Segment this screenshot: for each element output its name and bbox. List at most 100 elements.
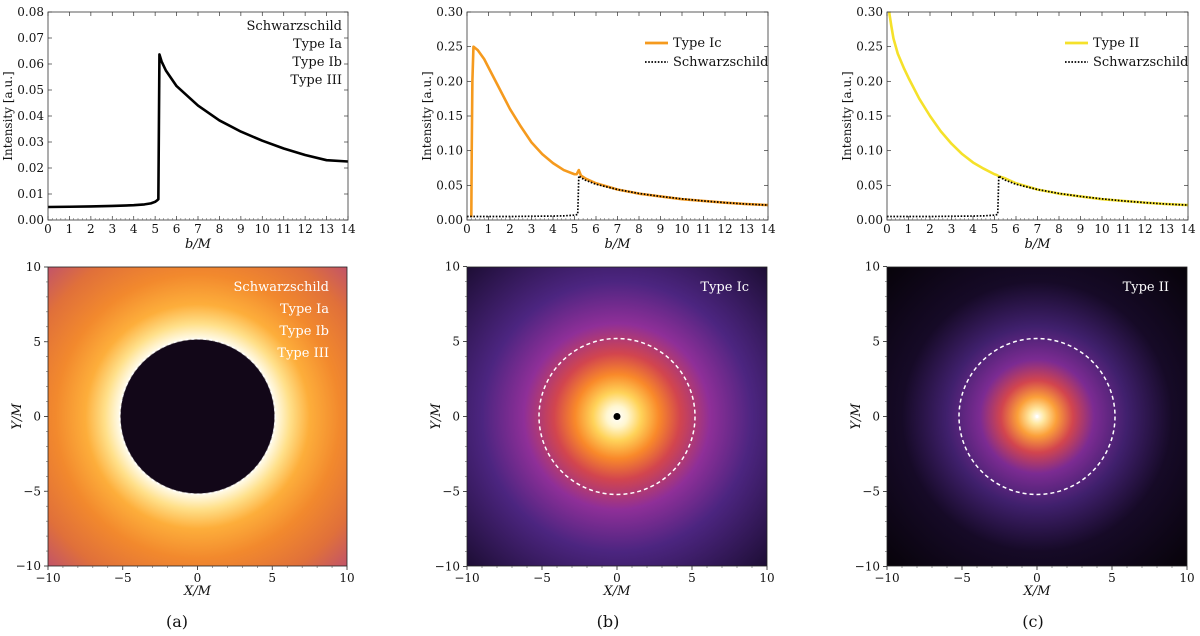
y-tick-label: 0.05 <box>436 178 463 192</box>
legend-entry: Type III <box>290 73 342 88</box>
heatmap-a-bottom: −10−10 −5 −5 0 0 5 5 10 10 X/M Y/M Schwarzschild Typ… <box>10 260 355 599</box>
y-tick-label: 0.02 <box>17 161 44 175</box>
x-tick-label: 11 <box>276 222 291 236</box>
legend-entry: Type Ic <box>673 36 722 51</box>
x-tick-label: 0 <box>44 222 52 236</box>
legend: Type Ic <box>700 280 749 295</box>
x-tick-label: −5 <box>533 571 551 585</box>
y-tick-label: 0.25 <box>856 40 883 54</box>
shadow-disk <box>120 339 275 494</box>
heatmap-b-bottom: −10−10 −5 −5 0 0 5 5 10 10 X/M Y/M Type Ic <box>429 260 775 600</box>
x-tick-label: 5 <box>151 222 159 236</box>
caption-a: (a) <box>166 612 188 631</box>
x-tick-label: 0 <box>194 571 202 585</box>
y-tick-label: 0 <box>33 410 41 424</box>
x-tick-label: 6 <box>173 222 181 236</box>
x-tick-label: 7 <box>1034 222 1042 236</box>
x-tick-label: 13 <box>739 222 754 236</box>
y-tick-label: 10 <box>865 260 880 274</box>
y-tick-label: 0.03 <box>17 135 44 149</box>
y-tick-label: 0.07 <box>17 31 44 45</box>
y-tick-label: 0.30 <box>436 5 463 19</box>
x-tick-label: −10 <box>35 571 60 585</box>
caption-b: (b) <box>597 612 620 631</box>
x-axis-label: X/M <box>603 584 632 599</box>
y-tick-label: 0.00 <box>856 213 883 227</box>
x-tick-label: 4 <box>549 222 557 236</box>
x-tick-label: 11 <box>1116 222 1131 236</box>
x-axis-label: X/M <box>183 584 212 599</box>
y-tick-label: 0.30 <box>856 5 883 19</box>
legend-entry: Type Ic <box>700 280 749 295</box>
x-tick-label: 9 <box>1077 222 1085 236</box>
x-tick-label: 13 <box>319 222 334 236</box>
x-tick-label: 0 <box>463 222 471 236</box>
x-tick-label: −10 <box>454 571 479 585</box>
y-tick-label: 10 <box>445 260 460 274</box>
x-tick-label: 9 <box>237 222 245 236</box>
x-tick-label: 7 <box>614 222 622 236</box>
x-tick-label: −5 <box>953 571 971 585</box>
x-tick-label: 12 <box>1137 222 1152 236</box>
x-tick-label: 10 <box>1094 222 1109 236</box>
y-tick-label: 0.08 <box>17 5 44 19</box>
y-tick-label: −5 <box>442 485 460 499</box>
x-tick-label: −10 <box>874 571 899 585</box>
legend: Type Ic Schwarzschild <box>645 36 768 70</box>
legend: Schwarzschild Type Ia Type Ib Type III <box>247 19 343 88</box>
line-chart-c-top: 0 1 2 3 4 5 6 7 8 9 10 11 12 13 140.000.050.100.150.20… <box>840 5 1196 252</box>
legend-entry: Type Ib <box>292 55 342 70</box>
x-tick-label: 6 <box>1012 222 1020 236</box>
line-chart-b-top: 0 1 2 3 4 5 6 7 8 9 10 11 12 13 140.000.050.100.150.20… <box>420 5 776 252</box>
y-tick-label: 0 <box>452 410 460 424</box>
x-tick-label: 3 <box>108 222 116 236</box>
x-tick-label: 10 <box>255 222 270 236</box>
x-tick-label: 6 <box>592 222 600 236</box>
x-tick-label: 7 <box>194 222 202 236</box>
x-tick-label: 5 <box>571 222 579 236</box>
legend: Type II Schwarzschild <box>1065 36 1188 70</box>
y-axis-label: Intensity [a.u.] <box>1 71 15 160</box>
x-tick-label: 9 <box>657 222 665 236</box>
y-tick-label: 5 <box>872 335 880 349</box>
y-tick-label: −10 <box>435 560 460 574</box>
y-axis-label: Intensity [a.u.] <box>840 71 854 160</box>
legend-entry: Type Ia <box>280 302 329 317</box>
legend-entry: Type II <box>1093 36 1139 51</box>
legend-entry: Schwarzschild <box>247 19 342 34</box>
x-tick-label: 1 <box>66 222 74 236</box>
x-tick-label: −5 <box>114 571 132 585</box>
x-tick-label: 5 <box>1108 571 1116 585</box>
x-tick-label: 5 <box>991 222 999 236</box>
x-tick-label: 12 <box>717 222 732 236</box>
x-tick-label: 8 <box>635 222 643 236</box>
x-tick-label: 10 <box>1179 571 1194 585</box>
series-line-schwarzschild-a-top <box>48 53 348 209</box>
legend-entry: Type II <box>1123 280 1169 295</box>
x-tick-label: 11 <box>696 222 711 236</box>
heatmap-c-bottom: −10−10 −5 −5 0 0 5 5 10 10 X/M Y/M Type II <box>849 260 1195 600</box>
caption-c: (c) <box>1022 612 1043 631</box>
shadow-edge <box>119 338 276 495</box>
x-tick-label: 2 <box>87 222 95 236</box>
y-tick-label: 0.04 <box>17 109 44 123</box>
x-tick-label: 8 <box>1055 222 1063 236</box>
legend-entry: Type Ib <box>279 324 329 339</box>
legend-entry: Schwarzschild <box>234 280 329 295</box>
x-tick-label: 1 <box>485 222 493 236</box>
x-tick-label: 2 <box>926 222 934 236</box>
x-tick-label: 4 <box>969 222 977 236</box>
x-tick-label: 2 <box>506 222 514 236</box>
x-tick-label: 1 <box>905 222 913 236</box>
y-tick-label: 0.10 <box>856 144 883 158</box>
x-tick-label: 10 <box>759 571 774 585</box>
x-tick-label: 12 <box>298 222 313 236</box>
x-tick-label: 10 <box>339 571 354 585</box>
central-dot <box>1035 415 1039 418</box>
legend-entry: Schwarzschild <box>1093 55 1188 70</box>
x-axis-label: X/M <box>1023 584 1052 599</box>
legend-entry: Schwarzschild <box>673 55 768 70</box>
y-tick-label: 5 <box>33 335 41 349</box>
series-line-type-b-top <box>470 45 768 218</box>
